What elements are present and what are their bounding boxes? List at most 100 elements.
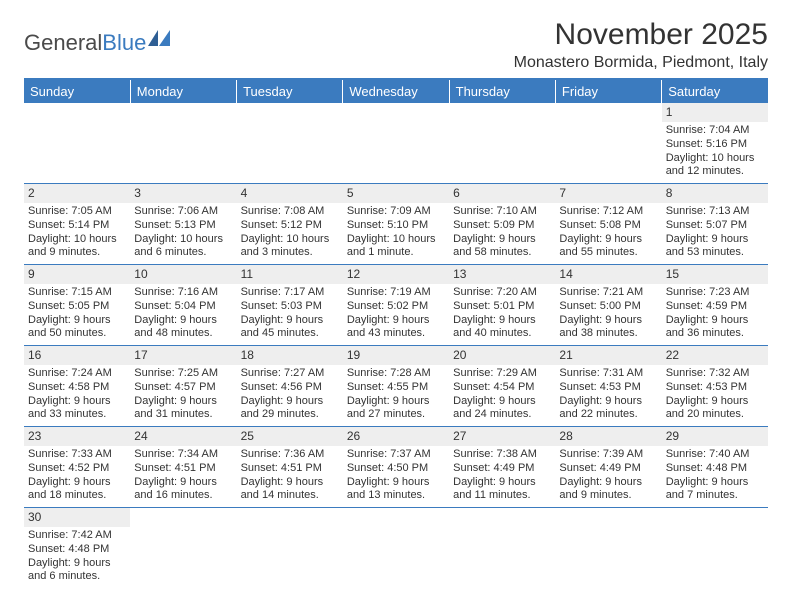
day-number: 18 (237, 346, 343, 365)
sunset-text: Sunset: 5:10 PM (347, 219, 445, 233)
day-body: Sunrise: 7:04 AMSunset: 5:16 PMDaylight:… (662, 122, 768, 183)
daylight-text: Daylight: 10 hours and 3 minutes. (241, 233, 339, 261)
day-body: Sunrise: 7:21 AMSunset: 5:00 PMDaylight:… (555, 284, 661, 345)
sunset-text: Sunset: 5:09 PM (453, 219, 551, 233)
calendar-cell: 6Sunrise: 7:10 AMSunset: 5:09 PMDaylight… (449, 184, 555, 265)
calendar-cell: 2Sunrise: 7:05 AMSunset: 5:14 PMDaylight… (24, 184, 130, 265)
daylight-text: Daylight: 10 hours and 9 minutes. (28, 233, 126, 261)
day-number: 8 (662, 184, 768, 203)
sunrise-text: Sunrise: 7:34 AM (134, 448, 232, 462)
day-number: 3 (130, 184, 236, 203)
daylight-text: Daylight: 10 hours and 1 minute. (347, 233, 445, 261)
calendar-cell (449, 508, 555, 589)
day-body: Sunrise: 7:28 AMSunset: 4:55 PMDaylight:… (343, 365, 449, 426)
calendar-cell: 14Sunrise: 7:21 AMSunset: 5:00 PMDayligh… (555, 265, 661, 346)
day-number: 15 (662, 265, 768, 284)
sunrise-text: Sunrise: 7:28 AM (347, 367, 445, 381)
daylight-text: Daylight: 9 hours and 50 minutes. (28, 314, 126, 342)
sunset-text: Sunset: 4:53 PM (666, 381, 764, 395)
day-number: 17 (130, 346, 236, 365)
sunset-text: Sunset: 5:12 PM (241, 219, 339, 233)
sunrise-text: Sunrise: 7:32 AM (666, 367, 764, 381)
sunset-text: Sunset: 5:07 PM (666, 219, 764, 233)
calendar-week: 16Sunrise: 7:24 AMSunset: 4:58 PMDayligh… (24, 346, 768, 427)
sunset-text: Sunset: 5:16 PM (666, 138, 764, 152)
day-body: Sunrise: 7:06 AMSunset: 5:13 PMDaylight:… (130, 203, 236, 264)
sunrise-text: Sunrise: 7:04 AM (666, 124, 764, 138)
sunset-text: Sunset: 4:59 PM (666, 300, 764, 314)
daylight-text: Daylight: 9 hours and 22 minutes. (559, 395, 657, 423)
day-number: 28 (555, 427, 661, 446)
daylight-text: Daylight: 9 hours and 16 minutes. (134, 476, 232, 504)
daylight-text: Daylight: 9 hours and 45 minutes. (241, 314, 339, 342)
calendar-cell: 7Sunrise: 7:12 AMSunset: 5:08 PMDaylight… (555, 184, 661, 265)
daylight-text: Daylight: 9 hours and 14 minutes. (241, 476, 339, 504)
day-header: Tuesday (237, 80, 343, 103)
calendar-cell: 9Sunrise: 7:15 AMSunset: 5:05 PMDaylight… (24, 265, 130, 346)
day-number: 6 (449, 184, 555, 203)
calendar-cell: 18Sunrise: 7:27 AMSunset: 4:56 PMDayligh… (237, 346, 343, 427)
day-header: Friday (555, 80, 661, 103)
day-body: Sunrise: 7:24 AMSunset: 4:58 PMDaylight:… (24, 365, 130, 426)
calendar-cell (237, 103, 343, 184)
sunset-text: Sunset: 5:00 PM (559, 300, 657, 314)
sunset-text: Sunset: 4:49 PM (453, 462, 551, 476)
calendar-cell: 5Sunrise: 7:09 AMSunset: 5:10 PMDaylight… (343, 184, 449, 265)
header: GeneralBlue November 2025 Monastero Borm… (24, 18, 768, 72)
calendar-cell: 1Sunrise: 7:04 AMSunset: 5:16 PMDaylight… (662, 103, 768, 184)
day-number: 2 (24, 184, 130, 203)
sunrise-text: Sunrise: 7:15 AM (28, 286, 126, 300)
day-number: 1 (662, 103, 768, 122)
sunset-text: Sunset: 4:48 PM (28, 543, 126, 557)
daylight-text: Daylight: 9 hours and 13 minutes. (347, 476, 445, 504)
day-body: Sunrise: 7:40 AMSunset: 4:48 PMDaylight:… (662, 446, 768, 507)
day-body: Sunrise: 7:34 AMSunset: 4:51 PMDaylight:… (130, 446, 236, 507)
sunset-text: Sunset: 5:13 PM (134, 219, 232, 233)
calendar-week: 2Sunrise: 7:05 AMSunset: 5:14 PMDaylight… (24, 184, 768, 265)
month-title: November 2025 (514, 18, 768, 52)
daylight-text: Daylight: 9 hours and 55 minutes. (559, 233, 657, 261)
day-body: Sunrise: 7:42 AMSunset: 4:48 PMDaylight:… (24, 527, 130, 588)
sunrise-text: Sunrise: 7:31 AM (559, 367, 657, 381)
sunrise-text: Sunrise: 7:05 AM (28, 205, 126, 219)
daylight-text: Daylight: 9 hours and 29 minutes. (241, 395, 339, 423)
sunset-text: Sunset: 4:55 PM (347, 381, 445, 395)
calendar-week: 30Sunrise: 7:42 AMSunset: 4:48 PMDayligh… (24, 508, 768, 589)
calendar-cell (130, 103, 236, 184)
sunrise-text: Sunrise: 7:24 AM (28, 367, 126, 381)
day-number: 29 (662, 427, 768, 446)
day-number: 14 (555, 265, 661, 284)
day-body: Sunrise: 7:33 AMSunset: 4:52 PMDaylight:… (24, 446, 130, 507)
sunset-text: Sunset: 4:49 PM (559, 462, 657, 476)
sunrise-text: Sunrise: 7:38 AM (453, 448, 551, 462)
day-body: Sunrise: 7:17 AMSunset: 5:03 PMDaylight:… (237, 284, 343, 345)
sunrise-text: Sunrise: 7:16 AM (134, 286, 232, 300)
sunset-text: Sunset: 4:51 PM (241, 462, 339, 476)
daylight-text: Daylight: 9 hours and 27 minutes. (347, 395, 445, 423)
daylight-text: Daylight: 9 hours and 6 minutes. (28, 557, 126, 585)
calendar-cell: 8Sunrise: 7:13 AMSunset: 5:07 PMDaylight… (662, 184, 768, 265)
calendar-week: 1Sunrise: 7:04 AMSunset: 5:16 PMDaylight… (24, 103, 768, 184)
sunrise-text: Sunrise: 7:33 AM (28, 448, 126, 462)
calendar-cell: 30Sunrise: 7:42 AMSunset: 4:48 PMDayligh… (24, 508, 130, 589)
calendar-cell (449, 103, 555, 184)
sunset-text: Sunset: 5:01 PM (453, 300, 551, 314)
day-body: Sunrise: 7:27 AMSunset: 4:56 PMDaylight:… (237, 365, 343, 426)
sunset-text: Sunset: 4:52 PM (28, 462, 126, 476)
day-number: 9 (24, 265, 130, 284)
sunset-text: Sunset: 4:56 PM (241, 381, 339, 395)
calendar-cell (555, 508, 661, 589)
calendar-cell: 23Sunrise: 7:33 AMSunset: 4:52 PMDayligh… (24, 427, 130, 508)
day-number: 23 (24, 427, 130, 446)
day-number: 4 (237, 184, 343, 203)
day-number: 24 (130, 427, 236, 446)
calendar-cell: 22Sunrise: 7:32 AMSunset: 4:53 PMDayligh… (662, 346, 768, 427)
daylight-text: Daylight: 9 hours and 53 minutes. (666, 233, 764, 261)
calendar-cell (343, 508, 449, 589)
day-body: Sunrise: 7:10 AMSunset: 5:09 PMDaylight:… (449, 203, 555, 264)
brand-name-2: Blue (102, 30, 146, 56)
sunrise-text: Sunrise: 7:36 AM (241, 448, 339, 462)
day-body: Sunrise: 7:15 AMSunset: 5:05 PMDaylight:… (24, 284, 130, 345)
calendar-cell: 27Sunrise: 7:38 AMSunset: 4:49 PMDayligh… (449, 427, 555, 508)
sunrise-text: Sunrise: 7:23 AM (666, 286, 764, 300)
